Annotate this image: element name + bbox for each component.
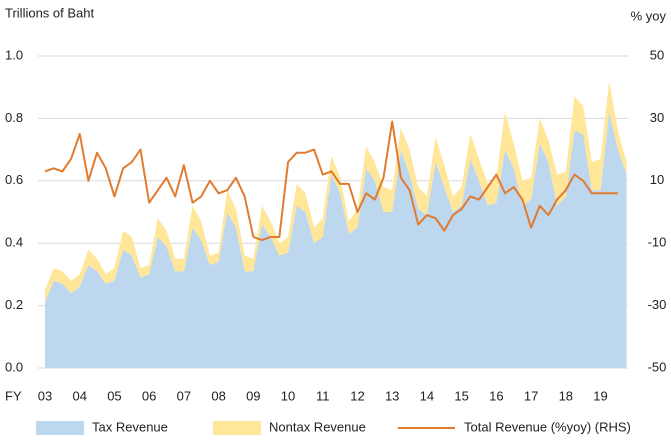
y2-tick-label: -50 (648, 359, 667, 374)
y-axis-label: Trillions of Baht (5, 5, 94, 20)
x-tick-label: 13 (385, 388, 399, 403)
y2-tick-label: 10 (650, 172, 664, 187)
x-tick-label: 03 (38, 388, 52, 403)
y-tick-label: 0.6 (5, 172, 23, 187)
x-tick-label: 04 (72, 388, 86, 403)
y2-tick-label: 50 (650, 47, 664, 62)
y2-tick-label: -10 (648, 235, 667, 250)
x-tick-label: 05 (107, 388, 121, 403)
line (44, 120, 618, 242)
x-axis-label: FY (5, 388, 22, 403)
x-tick-label: 10 (281, 388, 295, 403)
x-tick-label: 11 (316, 388, 330, 403)
y2-tick-label: 30 (650, 110, 664, 125)
x-tick-label: 18 (559, 388, 573, 403)
legend-swatch (36, 421, 84, 435)
area (45, 112, 627, 368)
x-tick-label: 09 (246, 388, 260, 403)
plot-area (44, 80, 627, 368)
legend-label: Tax Revenue (92, 419, 168, 434)
legend-label: Nontax Revenue (269, 419, 366, 434)
y-tick-label: 0.0 (5, 359, 23, 374)
y2-tick-label: -30 (648, 297, 667, 312)
y2-axis-label: % yoy (631, 8, 667, 23)
legend-swatch (213, 421, 261, 435)
y-tick-label: 0.4 (5, 235, 23, 250)
x-tick-label: 15 (454, 388, 468, 403)
x-tick-label: 08 (211, 388, 225, 403)
x-tick-label: 17 (524, 388, 538, 403)
x-tick-label: 16 (489, 388, 503, 403)
y-tick-label: 0.8 (5, 110, 23, 125)
y-tick-label: 1.0 (5, 47, 23, 62)
y-tick-label: 0.2 (5, 297, 23, 312)
x-tick-label: 06 (142, 388, 156, 403)
x-tick-label: 12 (350, 388, 364, 403)
x-tick-label: 19 (593, 388, 607, 403)
x-tick-label: 07 (177, 388, 191, 403)
x-tick-label: 14 (420, 388, 434, 403)
legend-label: Total Revenue (%yoy) (RHS) (464, 419, 631, 434)
